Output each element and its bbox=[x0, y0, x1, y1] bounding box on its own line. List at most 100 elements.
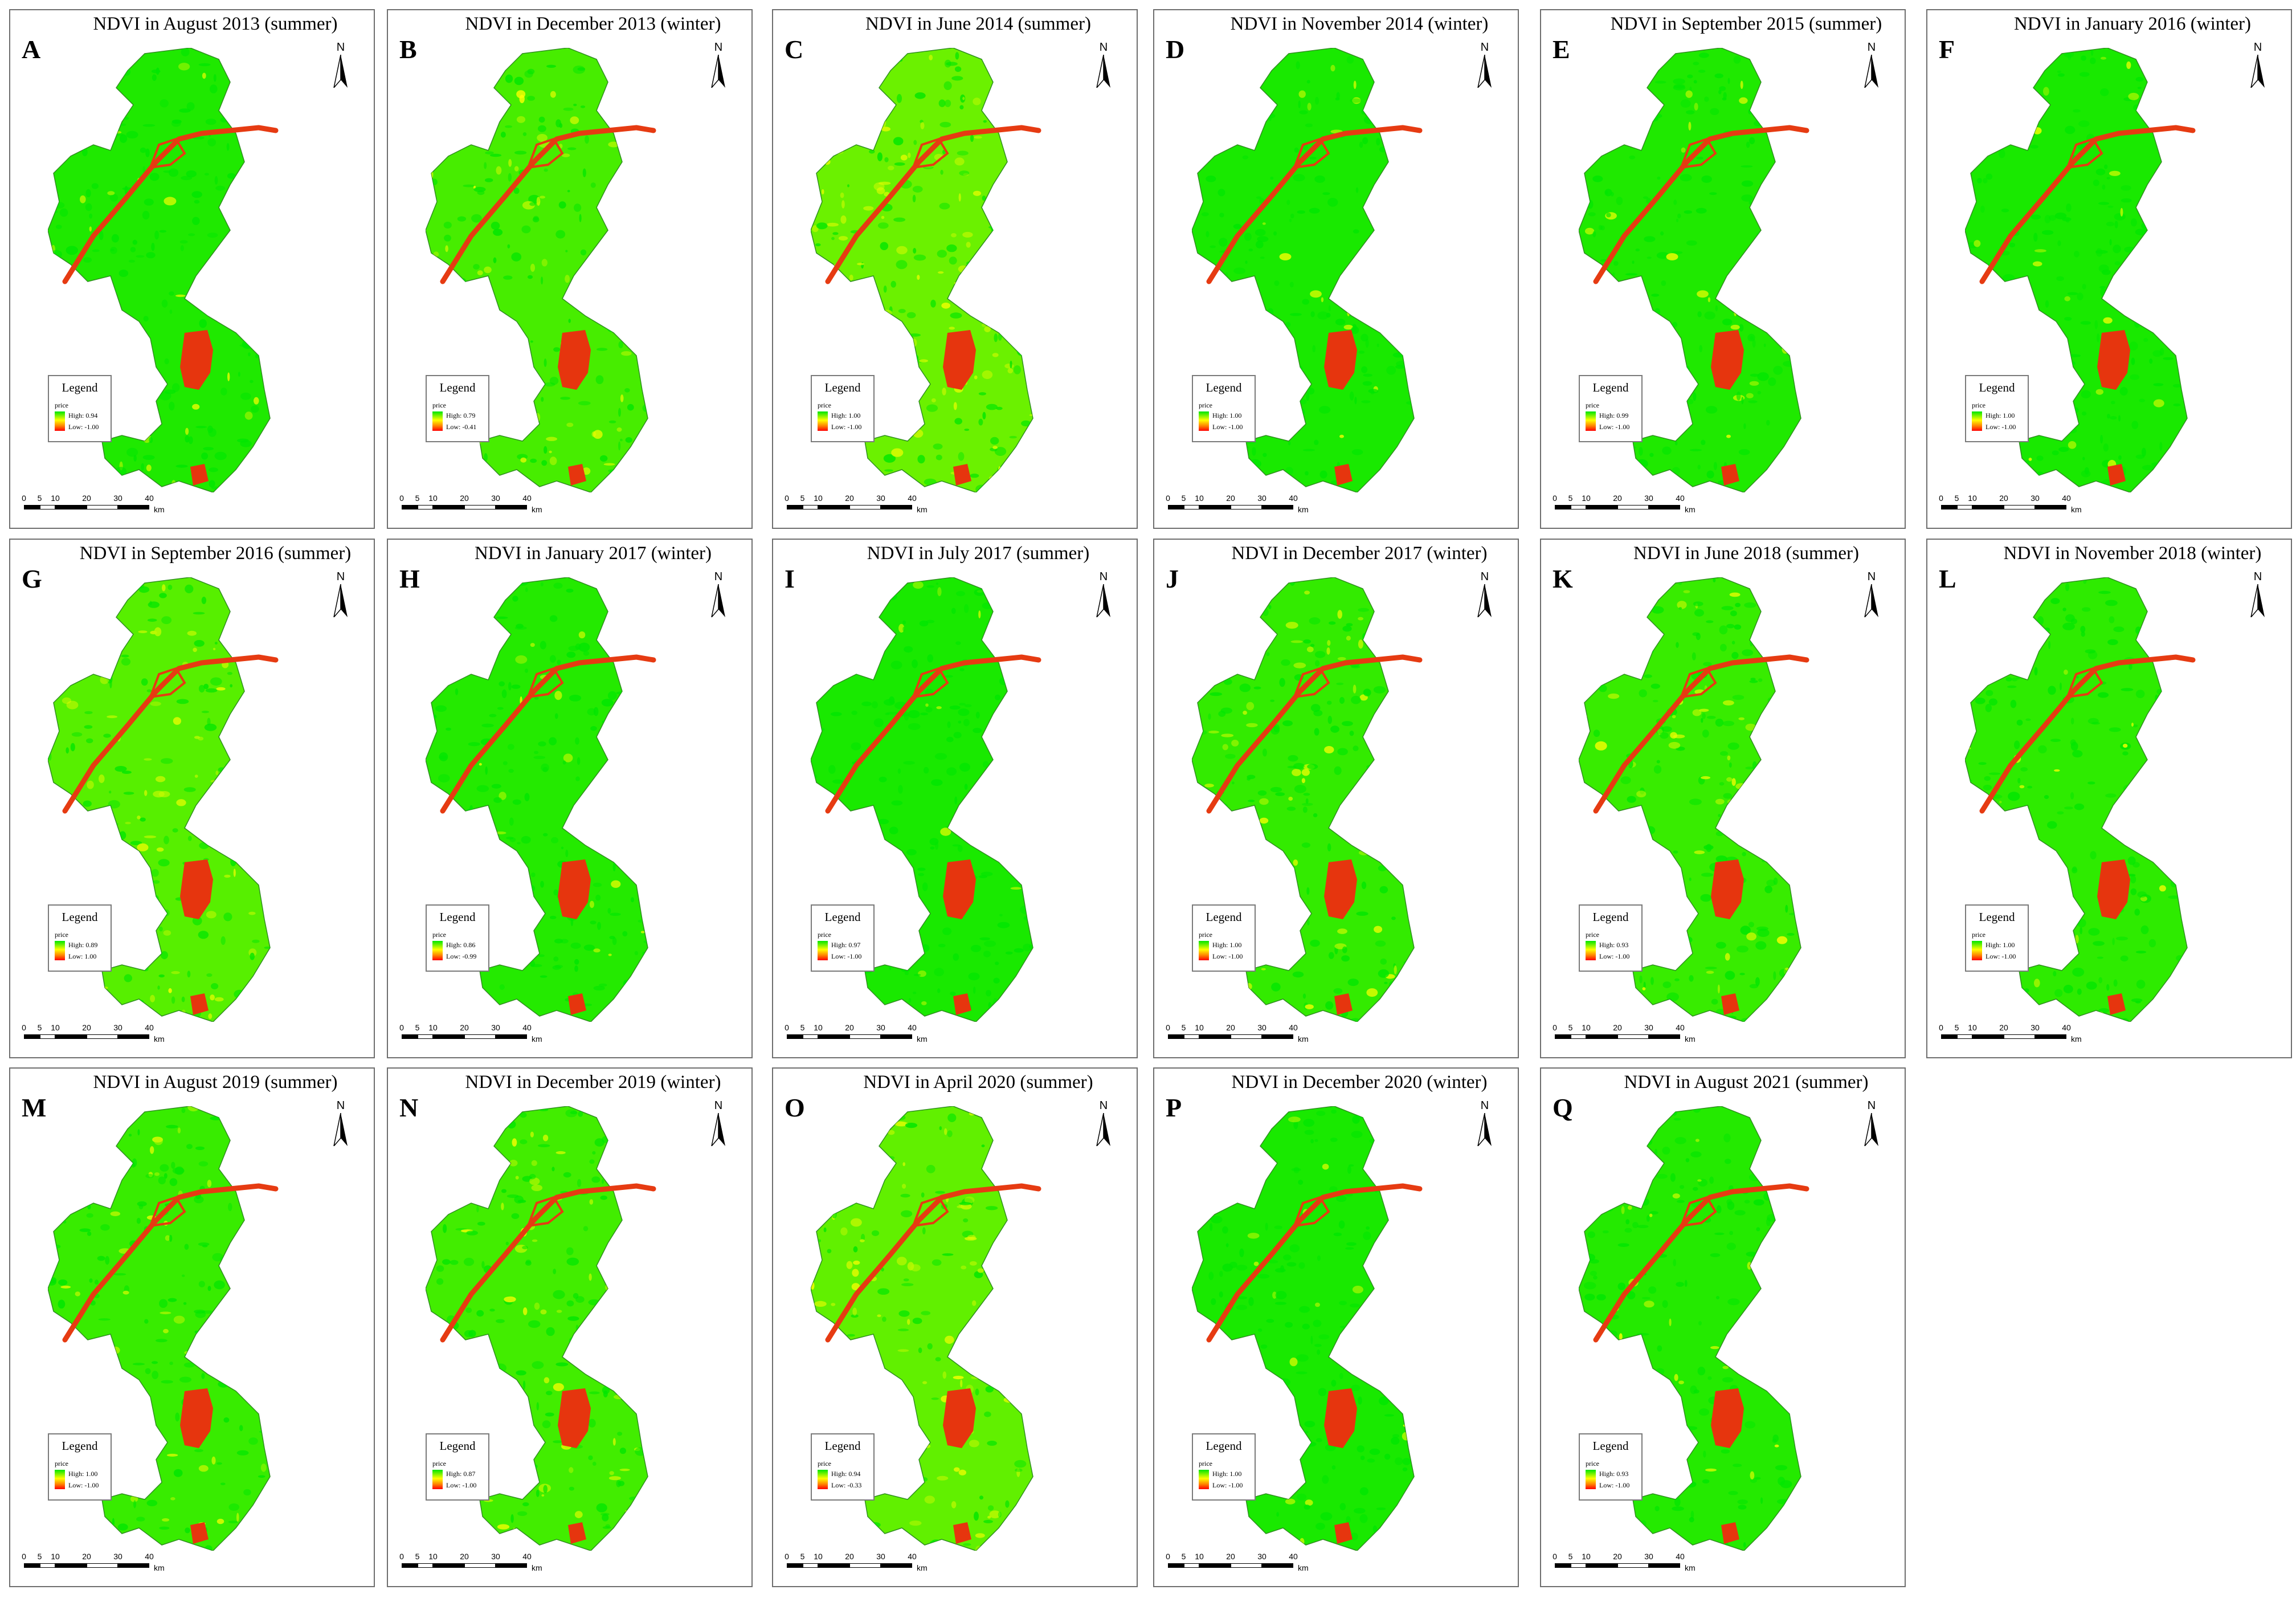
texture-speckle bbox=[839, 842, 843, 849]
texture-speckle bbox=[207, 1180, 212, 1188]
texture-speckle bbox=[2177, 605, 2187, 609]
texture-speckle bbox=[1758, 678, 1763, 682]
texture-speckle bbox=[1700, 894, 1711, 902]
texture-speckle bbox=[1579, 1155, 1586, 1163]
texture-speckle bbox=[272, 1449, 275, 1455]
legend-high-value: High: 0.86 bbox=[446, 941, 476, 949]
texture-speckle bbox=[811, 1378, 819, 1384]
texture-speckle bbox=[248, 911, 256, 915]
texture-speckle bbox=[1750, 1471, 1755, 1479]
texture-speckle bbox=[216, 1518, 224, 1524]
texture-speckle bbox=[1352, 1115, 1360, 1124]
texture-speckle bbox=[56, 464, 67, 471]
texture-speckle bbox=[1192, 881, 1195, 890]
texture-speckle bbox=[93, 1416, 99, 1422]
texture-speckle bbox=[1645, 387, 1653, 391]
texture-speckle bbox=[638, 772, 647, 777]
scale-tick-label: 30 bbox=[113, 494, 122, 503]
legend-field: price bbox=[1972, 401, 1985, 409]
texture-speckle bbox=[1366, 285, 1372, 291]
legend-color-ramp bbox=[432, 1470, 443, 1489]
texture-speckle bbox=[142, 210, 150, 220]
texture-speckle bbox=[1715, 1295, 1720, 1299]
texture-speckle bbox=[924, 1495, 935, 1504]
scale-tick-label: 5 bbox=[415, 1552, 420, 1561]
texture-speckle bbox=[1396, 1330, 1399, 1335]
texture-speckle bbox=[59, 1389, 70, 1396]
texture-speckle bbox=[853, 1008, 858, 1017]
texture-speckle bbox=[155, 776, 166, 782]
texture-speckle bbox=[48, 1002, 51, 1008]
texture-speckle bbox=[1375, 940, 1386, 947]
texture-speckle bbox=[501, 874, 512, 882]
texture-speckle bbox=[951, 1501, 957, 1509]
texture-speckle bbox=[1985, 851, 1994, 855]
texture-speckle bbox=[2163, 89, 2173, 98]
texture-speckle bbox=[77, 328, 82, 338]
texture-speckle bbox=[901, 1210, 913, 1217]
texture-speckle bbox=[822, 1360, 831, 1369]
texture-speckle bbox=[1391, 1437, 1400, 1445]
texture-speckle bbox=[908, 333, 921, 337]
texture-speckle bbox=[1239, 1248, 1244, 1257]
texture-speckle bbox=[2050, 598, 2060, 604]
texture-speckle bbox=[1223, 1365, 1235, 1375]
texture-speckle bbox=[2027, 785, 2033, 789]
scale-bar: 0 5 10 20 30 40 km bbox=[785, 494, 946, 519]
texture-speckle bbox=[1280, 882, 1289, 890]
texture-speckle bbox=[811, 327, 816, 334]
texture-speckle bbox=[1002, 1381, 1010, 1390]
texture-speckle bbox=[1361, 881, 1367, 889]
texture-speckle bbox=[1304, 590, 1310, 595]
texture-speckle bbox=[1780, 230, 1791, 235]
texture-speckle bbox=[2057, 240, 2061, 246]
texture-speckle bbox=[67, 69, 71, 73]
texture-speckle bbox=[1203, 1515, 1214, 1521]
texture-speckle bbox=[2121, 688, 2134, 691]
texture-speckle bbox=[881, 215, 885, 219]
texture-speckle bbox=[1656, 252, 1669, 259]
scale-bar-segment bbox=[417, 1563, 433, 1568]
texture-speckle bbox=[1208, 1271, 1214, 1281]
texture-speckle bbox=[1243, 137, 1253, 141]
texture-speckle bbox=[1674, 441, 1678, 446]
texture-speckle bbox=[1222, 1263, 1233, 1272]
texture-speckle bbox=[647, 900, 648, 908]
texture-speckle bbox=[162, 1518, 170, 1522]
texture-speckle bbox=[1754, 1350, 1758, 1359]
scale-tick-label: 40 bbox=[145, 494, 154, 503]
texture-speckle bbox=[2102, 184, 2106, 190]
texture-speckle bbox=[426, 295, 435, 304]
texture-speckle bbox=[877, 852, 890, 857]
texture-speckle bbox=[1725, 1159, 1731, 1164]
lake-south bbox=[1711, 859, 1744, 919]
texture-speckle bbox=[238, 1254, 251, 1259]
texture-speckle bbox=[239, 1343, 250, 1351]
texture-speckle bbox=[1354, 833, 1362, 838]
river-channel bbox=[62, 125, 279, 284]
texture-speckle bbox=[837, 70, 841, 76]
texture-speckle bbox=[1235, 818, 1247, 826]
texture-speckle bbox=[84, 725, 93, 729]
texture-speckle bbox=[461, 1371, 473, 1376]
texture-speckle bbox=[544, 358, 547, 367]
texture-speckle bbox=[1367, 1356, 1379, 1365]
texture-speckle bbox=[1650, 683, 1660, 689]
texture-speckle bbox=[465, 1106, 477, 1112]
texture-speckle bbox=[1221, 353, 1232, 362]
texture-speckle bbox=[2061, 911, 2074, 918]
texture-speckle bbox=[80, 1350, 93, 1353]
texture-speckle bbox=[1382, 1116, 1390, 1120]
texture-speckle bbox=[1783, 810, 1790, 816]
north-label: N bbox=[2253, 570, 2262, 583]
texture-speckle bbox=[853, 1260, 860, 1265]
texture-speckle bbox=[1361, 366, 1368, 373]
scale-tick-label: 10 bbox=[1195, 494, 1204, 503]
texture-speckle bbox=[52, 1188, 60, 1191]
texture-speckle bbox=[848, 1530, 856, 1534]
texture-speckle bbox=[1247, 1233, 1260, 1239]
texture-speckle bbox=[1245, 846, 1248, 854]
scale-tick-label: 10 bbox=[51, 1552, 60, 1561]
texture-speckle bbox=[1298, 1262, 1305, 1269]
texture-speckle bbox=[1031, 1322, 1033, 1324]
